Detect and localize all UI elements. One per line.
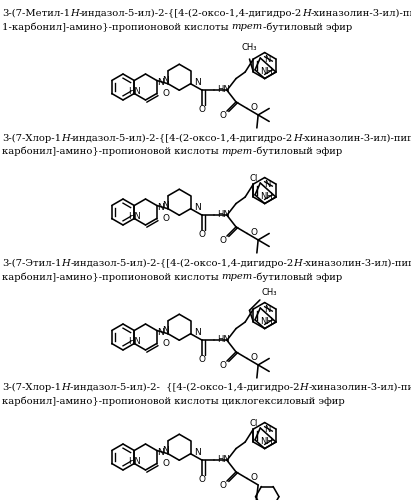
Text: N: N — [162, 76, 169, 85]
Text: 3-(7-Этил-1: 3-(7-Этил-1 — [2, 259, 62, 268]
Text: O: O — [162, 339, 169, 348]
Text: HN: HN — [128, 212, 141, 221]
Text: N: N — [264, 180, 271, 190]
Text: N: N — [194, 448, 201, 457]
Text: H: H — [61, 383, 70, 392]
Text: HN: HN — [128, 457, 141, 466]
Text: O: O — [250, 473, 257, 482]
Text: NH: NH — [260, 318, 273, 326]
Text: NH: NH — [260, 68, 273, 76]
Text: O: O — [162, 214, 169, 223]
Text: N: N — [194, 78, 201, 87]
Text: N: N — [157, 448, 164, 457]
Text: O: O — [162, 89, 169, 98]
Text: N: N — [157, 78, 164, 87]
Text: карбонил]-амино}-пропионовой кислоты: карбонил]-амино}-пропионовой кислоты — [2, 147, 222, 156]
Text: NH: NH — [260, 192, 273, 202]
Text: HN: HN — [217, 455, 230, 464]
Text: HN: HN — [217, 85, 230, 94]
Text: N: N — [157, 203, 164, 212]
Text: O: O — [162, 459, 169, 468]
Text: -индазол-5-ил)-2-{[4-(2-оксо-1,4-дигидро-2: -индазол-5-ил)-2-{[4-(2-оксо-1,4-дигидро… — [70, 134, 293, 143]
Text: -хиназолин-3-ил)-пиперидин-1-: -хиназолин-3-ил)-пиперидин-1- — [308, 383, 411, 392]
Text: H: H — [62, 259, 70, 268]
Text: Cl: Cl — [249, 418, 258, 428]
Text: HN: HN — [217, 210, 230, 219]
Text: O: O — [250, 228, 257, 237]
Text: -индазол-5-ил)-2-{[4-(2-оксо-1,4-дигидро-2: -индазол-5-ил)-2-{[4-(2-оксо-1,4-дигидро… — [79, 9, 302, 18]
Text: N: N — [162, 446, 169, 455]
Text: -хиназолин-3-ил)-пиперидин-1-: -хиназолин-3-ил)-пиперидин-1- — [302, 259, 411, 268]
Text: трет: трет — [232, 22, 263, 31]
Text: O: O — [199, 105, 206, 114]
Text: карбонил]-амино}-пропионовой кислоты циклогексиловый эфир: карбонил]-амино}-пропионовой кислоты цик… — [2, 396, 345, 406]
Text: N: N — [162, 326, 169, 335]
Text: карбонил]-амино}-пропионовой кислоты: карбонил]-амино}-пропионовой кислоты — [2, 272, 222, 281]
Text: N: N — [264, 56, 271, 64]
Text: H: H — [293, 259, 302, 268]
Text: N: N — [194, 203, 201, 212]
Text: CH₃: CH₃ — [262, 288, 277, 297]
Text: CH₃: CH₃ — [242, 43, 257, 52]
Text: 3-(7-Метил-1: 3-(7-Метил-1 — [2, 9, 70, 18]
Text: O: O — [199, 475, 206, 484]
Text: Cl: Cl — [249, 174, 258, 182]
Text: O: O — [250, 353, 257, 362]
Text: O: O — [199, 355, 206, 364]
Text: HN: HN — [128, 87, 141, 96]
Text: H: H — [302, 9, 311, 18]
Text: 1-карбонил]-амино}-пропионовой кислоты: 1-карбонил]-амино}-пропионовой кислоты — [2, 22, 232, 32]
Text: -индазол-5-ил)-2-  {[4-(2-оксо-1,4-дигидро-2: -индазол-5-ил)-2- {[4-(2-оксо-1,4-дигидр… — [70, 383, 299, 392]
Text: NH: NH — [260, 438, 273, 446]
Text: O: O — [219, 110, 226, 120]
Text: -хиназолин-3-ил)-пиперидин-: -хиназолин-3-ил)-пиперидин- — [311, 9, 411, 18]
Text: N: N — [157, 328, 164, 337]
Text: N: N — [264, 426, 271, 434]
Text: H: H — [70, 9, 79, 18]
Text: O: O — [199, 230, 206, 239]
Text: 3-(7-Хлор-1: 3-(7-Хлор-1 — [2, 383, 61, 392]
Text: -хиназолин-3-ил)-пиперидин-1-: -хиназолин-3-ил)-пиперидин-1- — [302, 134, 411, 143]
Text: -бутиловый эфир: -бутиловый эфир — [253, 272, 342, 281]
Text: N: N — [194, 328, 201, 337]
Text: H: H — [293, 134, 302, 143]
Text: -бутиловый эфир: -бутиловый эфир — [263, 22, 352, 32]
Text: O: O — [219, 236, 226, 244]
Text: HN: HN — [217, 335, 230, 344]
Text: O: O — [219, 360, 226, 370]
Text: HN: HN — [128, 337, 141, 346]
Text: O: O — [250, 103, 257, 112]
Text: H: H — [61, 134, 70, 143]
Text: 3-(7-Хлор-1: 3-(7-Хлор-1 — [2, 134, 61, 143]
Text: трет: трет — [222, 147, 253, 156]
Text: N: N — [162, 201, 169, 210]
Text: трет: трет — [222, 272, 253, 281]
Text: -индазол-5-ил)-2-{[4-(2-оксо-1,4-дигидро-2: -индазол-5-ил)-2-{[4-(2-оксо-1,4-дигидро… — [70, 259, 293, 268]
Text: H: H — [299, 383, 308, 392]
Text: O: O — [219, 480, 226, 490]
Text: -бутиловый эфир: -бутиловый эфир — [253, 147, 342, 156]
Text: N: N — [264, 306, 271, 314]
